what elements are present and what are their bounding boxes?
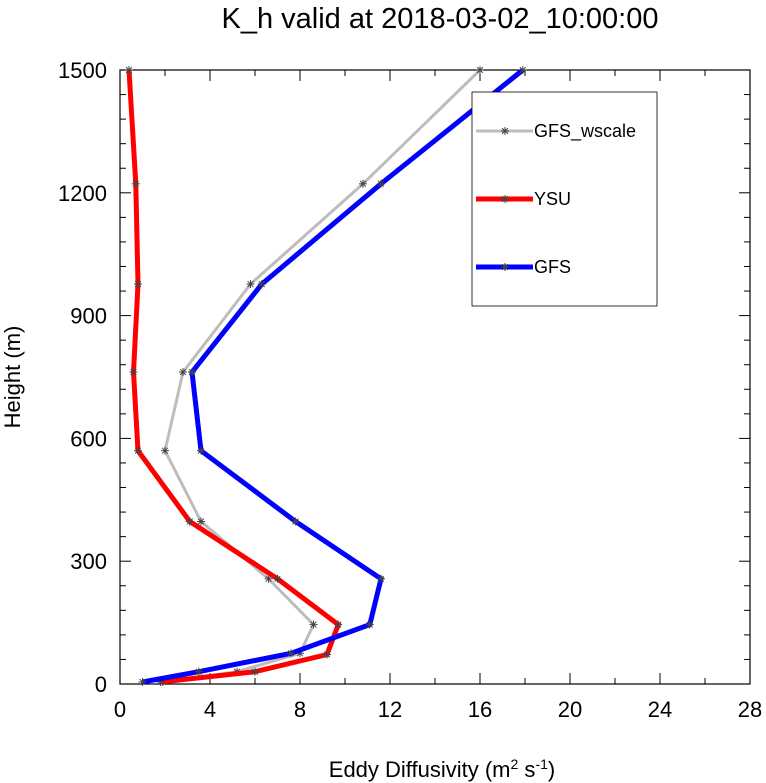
chart-title: K_h valid at 2018-03-02_10:00:00	[222, 3, 659, 35]
data-point-gfs-wscale	[197, 517, 205, 526]
data-point-gfs	[194, 667, 203, 676]
data-point-gfs-wscale	[246, 280, 255, 289]
data-point-ysu	[134, 280, 142, 289]
legend-label: GFS	[534, 257, 571, 277]
data-point-ysu	[125, 66, 133, 74]
data-point-gfs	[138, 677, 147, 686]
x-axis-label-end: )	[548, 757, 555, 782]
data-point-gfs-wscale	[359, 179, 367, 188]
data-point-gfs	[377, 179, 385, 188]
legend-label: GFS_wscale	[534, 121, 636, 142]
x-tick-label: 0	[114, 697, 126, 722]
series-gfs-wscale	[158, 66, 484, 686]
data-point-ysu	[273, 574, 282, 583]
legend-item-gfs-wscale: GFS_wscale	[476, 121, 636, 142]
series-line-ysu	[126, 69, 342, 685]
y-tick-label: 300	[70, 549, 107, 574]
data-point-gfs	[197, 446, 205, 455]
data-point-ysu	[134, 446, 142, 455]
x-axis-label-sup2: -1	[535, 756, 548, 772]
x-axis-label: Eddy Diffusivity (m2 s-1)	[329, 756, 555, 782]
y-tick-label: 600	[70, 426, 107, 451]
x-axis-label-base: Eddy Diffusivity (m	[329, 757, 511, 782]
series-line-gfs	[142, 68, 525, 685]
data-point-ysu	[251, 667, 259, 676]
legend-marker	[501, 127, 509, 135]
y-tick-label: 900	[70, 304, 107, 329]
data-point-gfs	[287, 649, 295, 658]
data-point-gfs	[518, 66, 527, 74]
x-axis-label-sup1: 2	[511, 756, 519, 772]
data-point-gfs-wscale	[161, 446, 169, 455]
legend-item-ysu: YSU	[476, 189, 571, 209]
data-point-gfs	[291, 517, 300, 526]
y-tick-label: 1200	[58, 181, 107, 206]
series-layer	[125, 66, 527, 686]
x-tick-label: 16	[468, 697, 492, 722]
data-point-gfs	[377, 574, 385, 583]
data-point-ysu	[334, 620, 343, 629]
legend-item-gfs: GFS	[476, 257, 571, 277]
x-tick-label: 4	[204, 697, 216, 722]
series-gfs	[138, 66, 527, 686]
data-point-gfs	[365, 620, 374, 629]
series-ysu	[125, 66, 343, 686]
x-axis-label-mid: s	[518, 757, 535, 782]
data-point-gfs	[188, 368, 196, 377]
data-point-ysu	[185, 517, 194, 526]
data-point-gfs-wscale	[476, 66, 484, 74]
x-tick-label: 20	[558, 697, 582, 722]
x-tick-label: 24	[648, 697, 672, 722]
legend: GFS_wscale YSU GFS	[471, 91, 658, 307]
legend-marker	[501, 195, 509, 203]
y-axis-label: Height (m)	[0, 326, 25, 429]
y-tick-label: 1500	[58, 58, 107, 83]
series-line-gfs-wscale	[162, 68, 482, 684]
data-point-gfs-wscale	[309, 620, 318, 629]
data-point-ysu	[131, 179, 140, 188]
y-tick-label: 0	[95, 672, 107, 697]
data-point-gfs	[257, 280, 266, 289]
axis-ticks: 0 4 8 12 16 20 24 28 0 300 600 900 1200 1500	[58, 58, 762, 722]
x-tick-label: 12	[378, 697, 402, 722]
data-point-ysu	[323, 650, 331, 659]
legend-label: YSU	[534, 189, 571, 209]
data-point-ysu	[129, 368, 138, 377]
x-tick-label: 28	[738, 697, 762, 722]
data-point-gfs-wscale	[179, 368, 187, 377]
legend-marker	[501, 263, 509, 271]
x-tick-label: 8	[294, 697, 306, 722]
